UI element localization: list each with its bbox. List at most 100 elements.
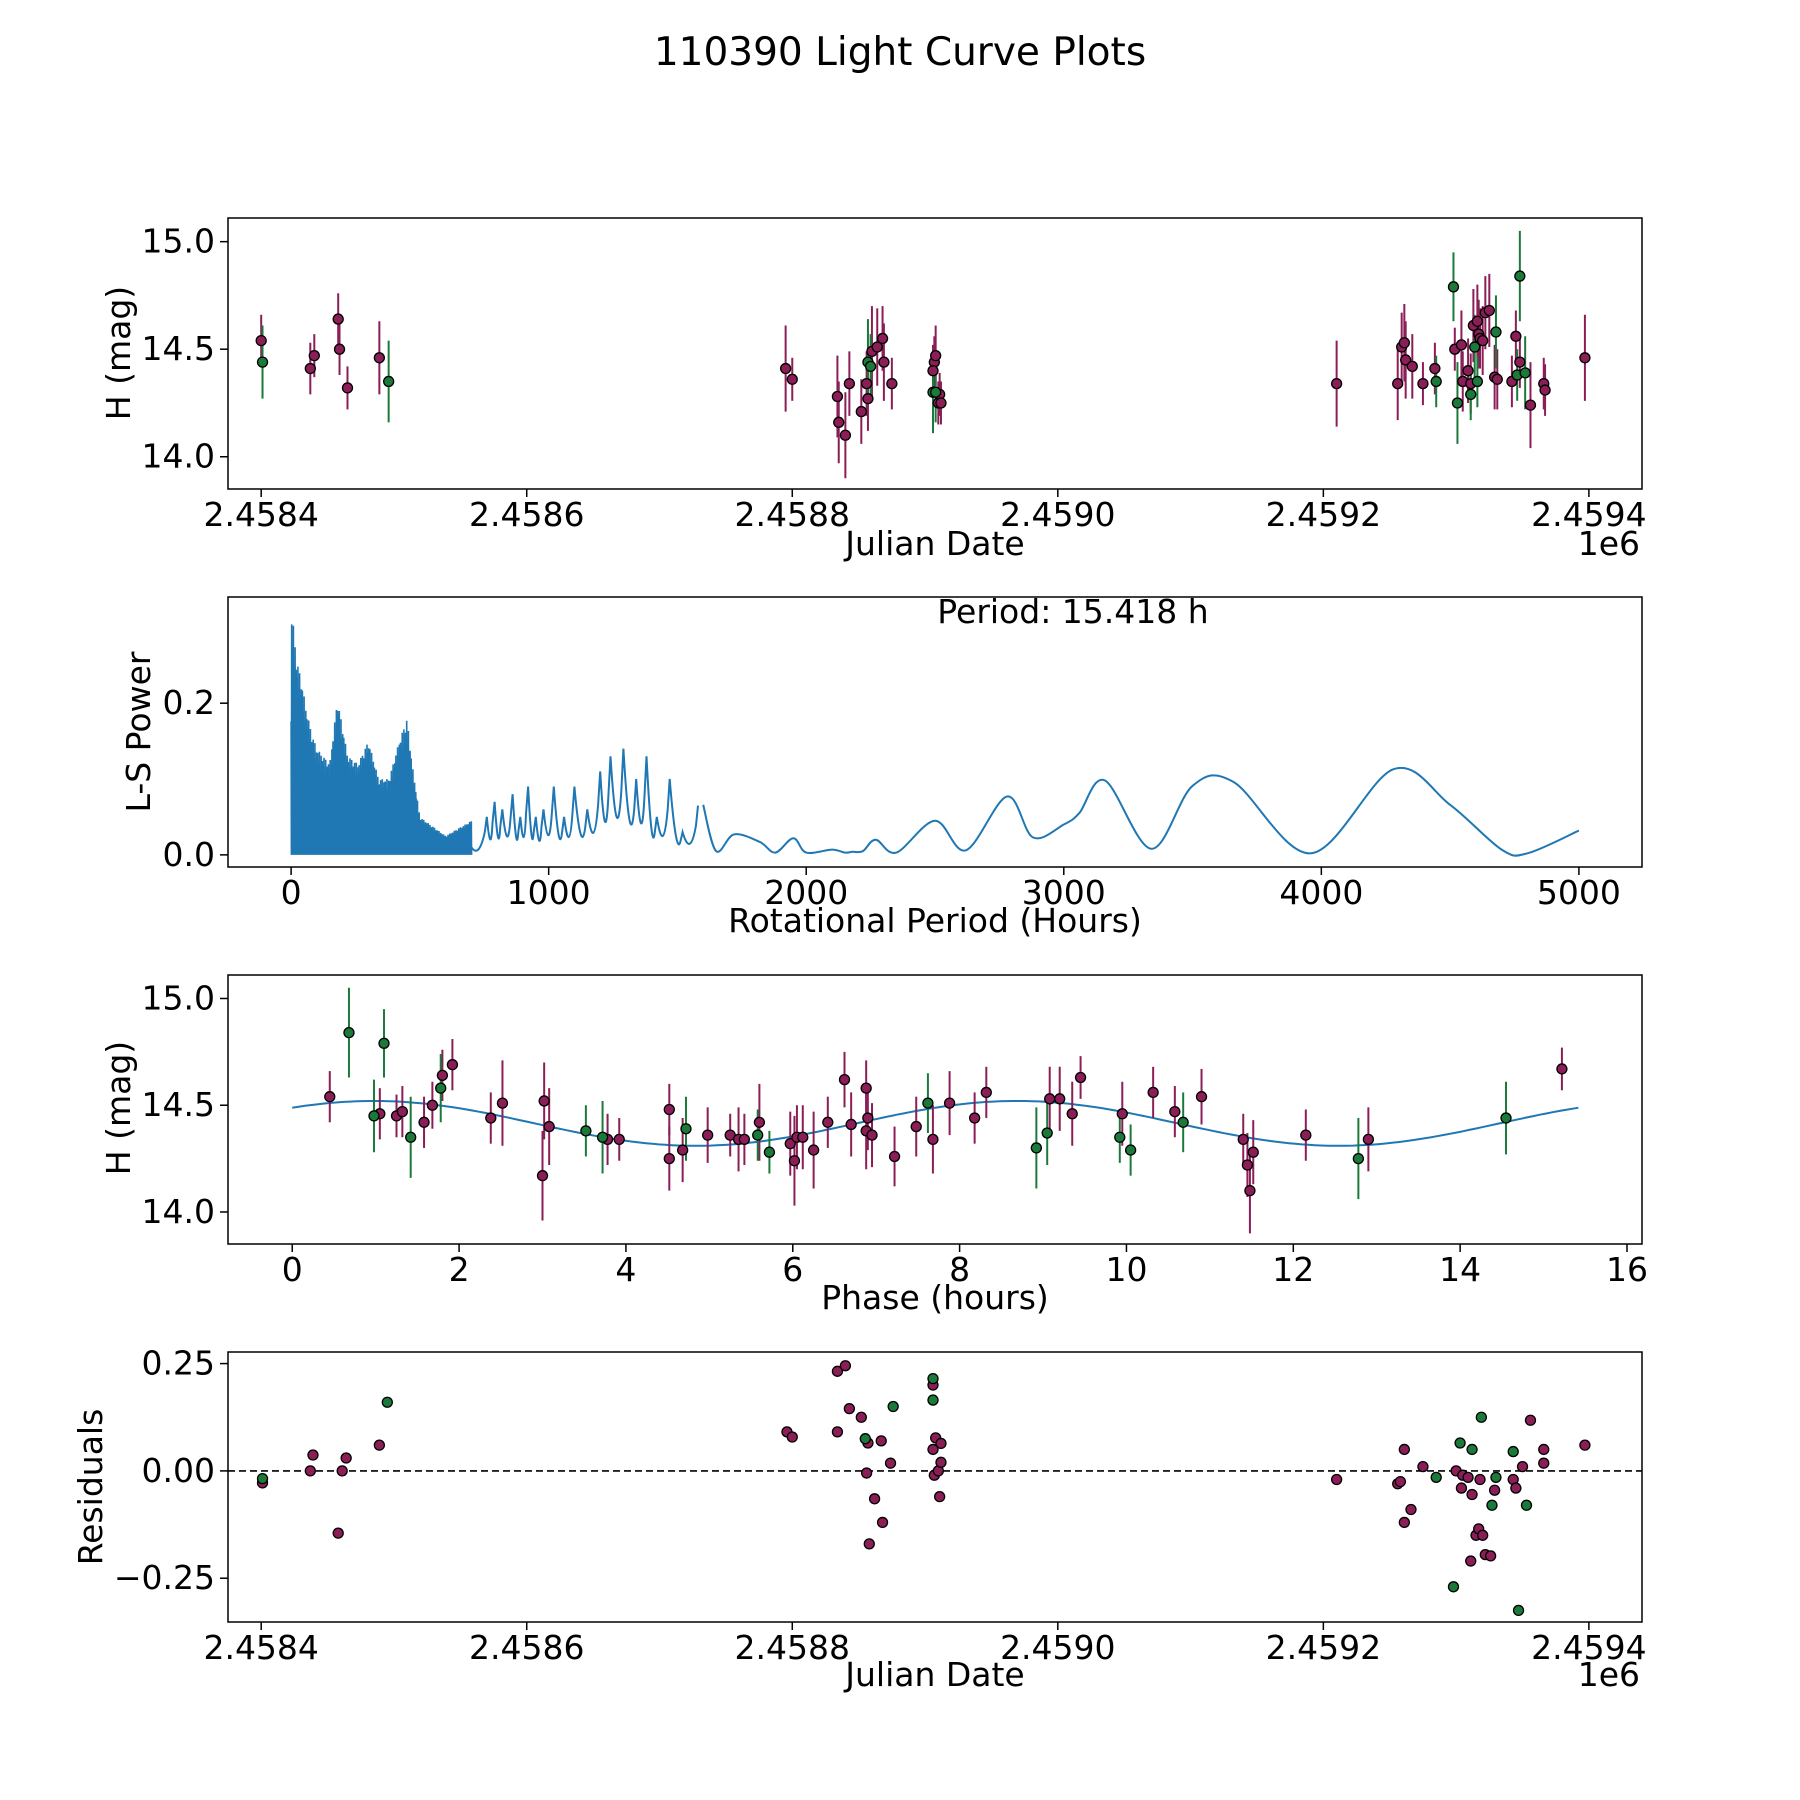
lightcurve-panel: Julian Date H (mag) 1e6 2.4584 2.4586 2.45… (99, 217, 1647, 563)
phased-point-zg (368, 1110, 380, 1122)
lightcurve-frame (227, 217, 1643, 490)
residuals-point-zg (381, 1396, 393, 1408)
lightcurve-point-zg (1465, 388, 1477, 401)
residuals-point-zr (1462, 1471, 1474, 1483)
phased-point-zr (418, 1116, 430, 1128)
residuals-point-zr (1524, 1414, 1537, 1426)
phased-x-label: Phase (hours) (821, 1278, 1049, 1317)
residuals-point-zr (786, 1431, 798, 1443)
residuals-x-tick-label: 2.4594 (1531, 1628, 1646, 1667)
phased-point-zr (1044, 1093, 1056, 1105)
residuals-point-zr (860, 1467, 873, 1479)
phased-point-zr (788, 1155, 801, 1167)
phased-point-zg (1114, 1131, 1126, 1143)
phased-point-zr (485, 1112, 497, 1124)
phased-y-tick-label: 14.0 (142, 1192, 215, 1231)
phased-point-zr (663, 1103, 675, 1116)
residuals-point-zr (863, 1538, 875, 1550)
phased-x-tick-label: 2 (449, 1250, 470, 1289)
periodogram-dense-region (290, 624, 473, 855)
phased-point-zr (910, 1120, 922, 1133)
phased-y-tick-label: 15.0 (142, 978, 215, 1017)
residuals-y-tick-label: −0.25 (114, 1558, 215, 1597)
residuals-point-zr (927, 1443, 939, 1456)
periodogram-fringe-line (470, 748, 699, 852)
residuals-x-tick-label: 2.4586 (469, 1628, 584, 1667)
phased-point-zr (1195, 1091, 1208, 1103)
lightcurve-x-tick-label: 2.4586 (469, 495, 584, 534)
phased-point-zg (435, 1082, 447, 1094)
periodogram-y-tick-label: 0.2 (163, 683, 215, 722)
residuals-point-zr (307, 1449, 319, 1461)
lightcurve-y-tick-label: 14.5 (142, 329, 215, 368)
lightcurve-x-tick-label: 2.4590 (1000, 495, 1115, 534)
lightcurve-point-zr (1429, 362, 1441, 375)
lightcurve-point-zr (930, 350, 942, 362)
periodogram-x-tick-label: 4000 (1279, 873, 1363, 912)
phased-frame (227, 974, 1643, 1245)
phased-point-zr (1241, 1159, 1254, 1171)
phased-point-zg (763, 1146, 776, 1158)
periodogram-x-tick-label: 2000 (764, 873, 848, 912)
lightcurve-point-zr (255, 334, 267, 347)
phased-point-zr (968, 1112, 981, 1124)
residuals-point-zg (1475, 1411, 1487, 1423)
phased-point-zr (1556, 1063, 1568, 1075)
lightcurve-x-label: Julian Date (843, 524, 1025, 563)
phased-y-label: H (mag) (99, 1041, 138, 1175)
residuals-point-zr (304, 1465, 316, 1477)
phased-x-tick-label: 14 (1439, 1250, 1481, 1289)
residuals-point-zg (1486, 1499, 1498, 1511)
phased-panel: Phase (hours) H (mag) 0 2 4 6 8 10 12 14 16 14.0 1… (99, 974, 1648, 1317)
lightcurve-x-tick-label: 2.4584 (203, 495, 318, 534)
lightcurve-point-zg (1447, 281, 1460, 293)
lightcurve-point-zg (1430, 375, 1442, 388)
residuals-point-zg (1454, 1437, 1466, 1449)
phased-point-zg (343, 1026, 355, 1039)
lightcurve-point-zr (1524, 399, 1537, 411)
phased-point-zg (922, 1097, 934, 1109)
phased-point-zr (538, 1095, 550, 1107)
residuals-point-zr (831, 1365, 844, 1377)
periodogram-x-label: Rotational Period (Hours) (728, 901, 1142, 940)
phased-point-zr (753, 1116, 766, 1128)
lightcurve-point-zr (1455, 339, 1468, 351)
phased-point-zg (580, 1125, 592, 1137)
lightcurve-point-zg (1451, 397, 1464, 409)
residuals-point-zr (1398, 1443, 1410, 1456)
lightcurve-point-zr (878, 356, 890, 368)
phased-point-zr (543, 1120, 555, 1133)
phased-x-tick-label: 10 (1105, 1250, 1147, 1289)
phased-point-zg (1041, 1127, 1053, 1139)
residuals-point-zr (839, 1360, 852, 1372)
lightcurve-point-zr (1483, 304, 1495, 317)
residuals-point-zg (1520, 1499, 1533, 1511)
residuals-point-zg (927, 1394, 939, 1406)
phased-point-zg (1352, 1152, 1365, 1165)
lightcurve-point-zr (1510, 330, 1522, 342)
residuals-y-tick-label: 0.25 (142, 1344, 215, 1383)
lightcurve-point-zr (876, 332, 889, 345)
phased-point-zg (752, 1129, 764, 1141)
lightcurve-offset-label: 1e6 (1578, 524, 1640, 563)
lightcurve-point-zr (839, 429, 852, 441)
lightcurve-plot-area (255, 230, 1591, 479)
residuals-point-zr (935, 1437, 947, 1450)
residuals-offset-label: 1e6 (1578, 1655, 1640, 1694)
periodogram-x-tick-label: 0 (281, 873, 302, 912)
phased-point-zr (980, 1086, 992, 1099)
phased-point-zr (663, 1152, 675, 1165)
residuals-point-zr (1510, 1482, 1522, 1494)
lightcurve-point-zr (855, 405, 867, 418)
residuals-point-zr (1484, 1550, 1497, 1562)
lightcurve-point-zr (786, 373, 798, 385)
phased-x-tick-label: 12 (1272, 1250, 1314, 1289)
phased-point-zr (396, 1105, 409, 1118)
phased-point-zr (1054, 1093, 1066, 1105)
lightcurve-y-tick-label: 15.0 (142, 222, 215, 261)
residuals-point-zr (868, 1493, 881, 1505)
residuals-point-zr (1538, 1443, 1550, 1456)
phased-point-zg (1500, 1112, 1512, 1124)
lightcurve-point-zr (1477, 334, 1489, 347)
